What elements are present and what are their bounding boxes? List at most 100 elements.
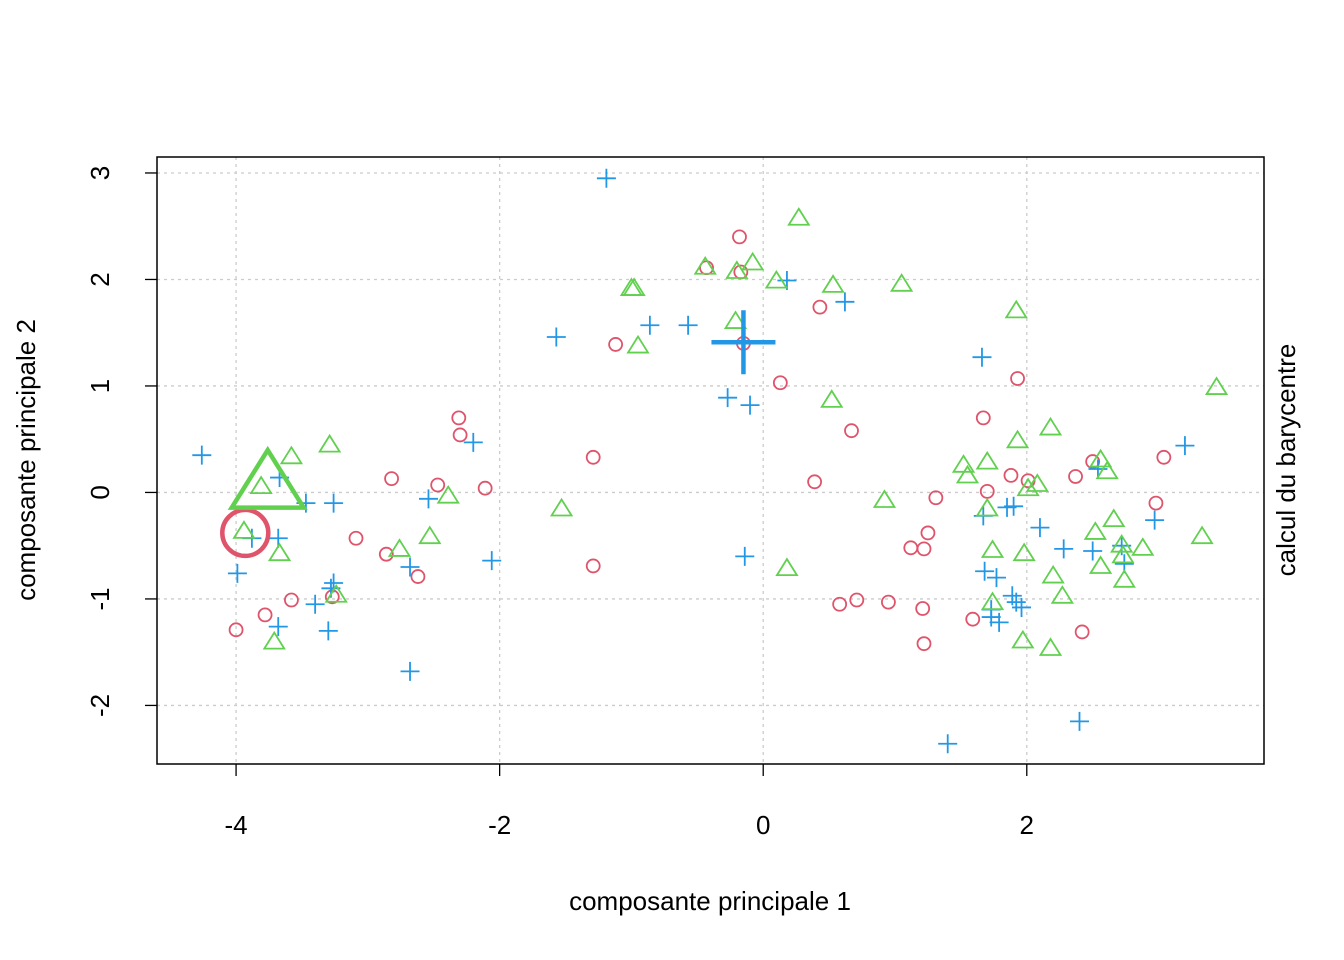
point-triangle (619, 277, 644, 296)
point-circle (384, 471, 399, 487)
point-triangle (723, 310, 748, 329)
point-triangle (1111, 544, 1135, 564)
point-plus (835, 292, 855, 312)
point-plus (305, 594, 325, 614)
point-circle (324, 589, 340, 605)
point-plus (482, 551, 502, 571)
point-triangle (262, 630, 286, 650)
point-circle (1148, 495, 1164, 511)
x-axis-label: composante principale 1 (569, 886, 851, 916)
y-axis: -2 -1 0 1 2 3 (85, 166, 157, 717)
point-plus (735, 546, 755, 566)
point-plus (268, 528, 288, 548)
point-plus (1145, 510, 1165, 530)
point-triangle (249, 475, 273, 495)
point-plus (546, 327, 566, 347)
point-triangle (436, 485, 460, 504)
point-plus (1006, 592, 1026, 612)
point-circle (257, 607, 273, 623)
point-circle (1003, 468, 1019, 483)
point-triangle (1088, 448, 1113, 468)
point-triangle (975, 450, 999, 470)
barycenter-plus (711, 310, 776, 375)
y-tick-label: 3 (85, 166, 115, 180)
x-tick-label: -2 (488, 810, 511, 840)
point-triangle (1112, 569, 1136, 588)
point-plus (989, 612, 1009, 632)
point-triangle (787, 207, 811, 226)
point-plus (986, 568, 1006, 588)
point-circle (881, 594, 896, 610)
x-tick-label: 2 (1020, 810, 1034, 840)
barycenters (220, 310, 776, 559)
point-triangle (741, 251, 765, 271)
barycenter-triangle (227, 445, 308, 510)
point-plus (324, 493, 344, 513)
point-triangle (1011, 629, 1035, 649)
point-plus (400, 557, 420, 577)
point-circle (916, 541, 932, 557)
point-plus (975, 561, 995, 581)
y-tick-label: -2 (85, 694, 115, 717)
point-triangle (775, 557, 799, 577)
point-plus (1070, 711, 1089, 731)
point-circle (585, 449, 601, 465)
point-circle (849, 592, 865, 608)
point-triangle (821, 274, 845, 293)
x-axis: -4 -2 0 2 (225, 764, 1034, 840)
point-triangle (1005, 429, 1030, 449)
point-triangle (232, 520, 256, 539)
point-circle (1156, 449, 1172, 465)
point-triangle (1095, 460, 1119, 480)
point-circle (228, 622, 244, 638)
point-triangle (1038, 416, 1063, 436)
point-triangle (693, 256, 717, 275)
point-circle (965, 611, 981, 627)
point-plus (192, 445, 212, 465)
point-plus (1083, 541, 1103, 561)
point-triangle (1038, 637, 1063, 656)
point-circle (732, 229, 747, 245)
point-circle (844, 423, 859, 439)
point-triangle (1050, 585, 1074, 604)
point-triangle (318, 433, 342, 453)
point-triangle (951, 454, 976, 473)
point-triangle (820, 389, 844, 408)
point-triangle (1025, 473, 1049, 492)
point-triangle (1190, 525, 1214, 545)
point-triangle (1004, 299, 1028, 319)
point-circle (772, 375, 788, 391)
point-plus (938, 734, 958, 754)
y-tick-label: 0 (85, 485, 115, 499)
point-plus (463, 432, 483, 452)
point-circle (284, 592, 299, 608)
point-circle (807, 474, 823, 490)
point-circle (451, 410, 467, 426)
point-plus (318, 621, 338, 641)
point-circle (608, 337, 624, 352)
point-triangle (955, 464, 980, 484)
point-plus (981, 607, 1001, 627)
point-circle (378, 546, 394, 562)
point-plus (227, 563, 247, 583)
point-circle (812, 299, 828, 315)
point-triangle (387, 538, 412, 557)
point-triangle (1102, 508, 1126, 528)
point-plus (740, 395, 760, 415)
y-tick-label: 2 (85, 272, 115, 286)
point-plus (972, 347, 992, 367)
point-triangle (324, 584, 348, 603)
point-triangle (1016, 477, 1040, 497)
point-triangle (549, 497, 574, 517)
point-triangle (1110, 533, 1134, 553)
point-plus (718, 388, 738, 408)
point-circle (832, 596, 848, 612)
point-triangle (980, 591, 1005, 611)
point-circle (1010, 371, 1025, 386)
point-circle (1085, 454, 1101, 469)
y-axis-label: composante principale 2 (11, 319, 41, 601)
point-circle (979, 483, 995, 499)
point-triangle (980, 539, 1005, 558)
point-triangle (872, 489, 897, 508)
